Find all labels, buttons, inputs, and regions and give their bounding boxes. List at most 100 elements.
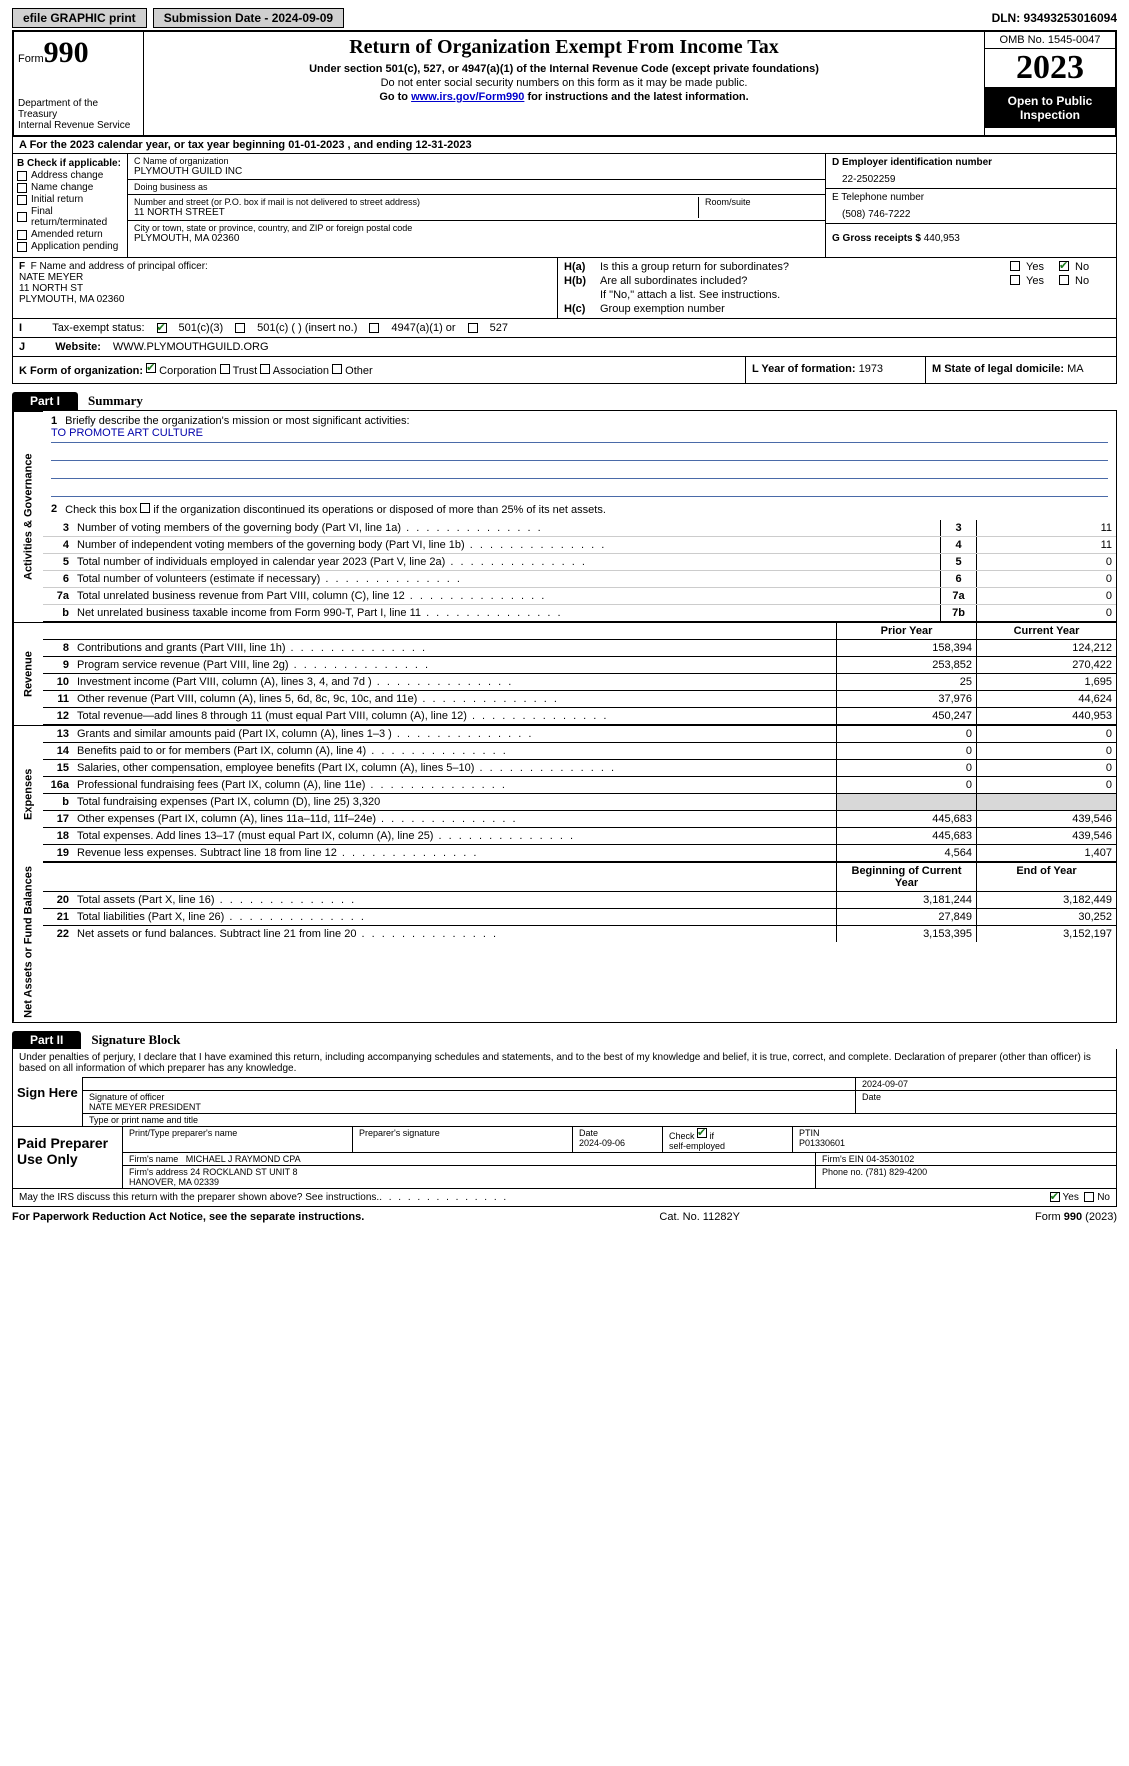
part2-title: Signature Block: [91, 1032, 180, 1048]
part1-header: Part I Summary: [12, 392, 1117, 410]
gov-row: 4Number of independent voting members of…: [43, 536, 1116, 553]
firm-addr-label: Firm's address: [129, 1167, 188, 1177]
data-row: 18Total expenses. Add lines 13–17 (must …: [43, 827, 1116, 844]
opt-name-change: Name change: [31, 182, 93, 193]
chk-4947[interactable]: [369, 323, 379, 333]
section-fh: F F Name and address of principal office…: [12, 258, 1117, 319]
row-i: I Tax-exempt status: 501(c)(3) 501(c) ( …: [12, 319, 1117, 338]
col-b-label: B Check if applicable:: [17, 158, 123, 169]
part2-header: Part II Signature Block: [12, 1031, 1117, 1049]
col-f: F F Name and address of principal office…: [13, 258, 558, 318]
ha-no: No: [1075, 261, 1089, 273]
ptin-label: PTIN: [799, 1128, 820, 1138]
gov-row: 6Total number of volunteers (estimate if…: [43, 570, 1116, 587]
gov-row: 5Total number of individuals employed in…: [43, 553, 1116, 570]
hb-no-box[interactable]: [1059, 275, 1069, 285]
irs-link[interactable]: www.irs.gov/Form990: [411, 91, 524, 103]
sec-netassets: Beginning of Current Year End of Year 20…: [43, 862, 1116, 1022]
vlabel-revenue: Revenue: [13, 622, 43, 725]
form-title: Return of Organization Exempt From Incom…: [150, 36, 978, 59]
hb-yes-box[interactable]: [1010, 275, 1020, 285]
chk-address-change[interactable]: [17, 171, 27, 181]
summary-table: Activities & Governance 1Briefly describ…: [12, 410, 1117, 1023]
tax-year: 2023: [985, 49, 1115, 88]
ha-no-box[interactable]: [1059, 261, 1069, 271]
chk-trust[interactable]: [220, 364, 230, 374]
gov-row: bNet unrelated business taxable income f…: [43, 604, 1116, 621]
gross-value: 440,953: [924, 233, 960, 244]
header-right: OMB No. 1545-0047 2023 Open to Public In…: [985, 32, 1115, 135]
data-row: 21Total liabilities (Part X, line 26)27,…: [43, 908, 1116, 925]
page-footer: For Paperwork Reduction Act Notice, see …: [12, 1211, 1117, 1223]
sign-here-grid: Sign Here 2024-09-07 Signature of office…: [13, 1077, 1116, 1126]
addr-label: Number and street (or P.O. box if mail i…: [134, 197, 698, 207]
chk-501c3[interactable]: [157, 323, 167, 333]
gov-row: 3Number of voting members of the governi…: [43, 520, 1116, 536]
domicile: MA: [1067, 363, 1084, 375]
ha-yes-box[interactable]: [1010, 261, 1020, 271]
opt-501c3: 501(c)(3): [179, 322, 224, 334]
footer-mid: Cat. No. 11282Y: [659, 1211, 740, 1223]
prep-date-label: Date: [579, 1128, 598, 1138]
chk-name-change[interactable]: [17, 183, 27, 193]
ptin-value: P01330601: [799, 1138, 845, 1148]
firm-name: MICHAEL J RAYMOND CPA: [186, 1154, 301, 1164]
form-number: 990: [44, 36, 89, 69]
chk-assoc[interactable]: [260, 364, 270, 374]
row-j: J Website: WWW.PLYMOUTHGUILD.ORG: [12, 338, 1117, 357]
chk-amended[interactable]: [17, 230, 27, 240]
begin-year-hdr: Beginning of Current Year: [836, 863, 976, 891]
net-header: Beginning of Current Year End of Year: [43, 862, 1116, 891]
top-bar: efile GRAPHIC print Submission Date - 20…: [12, 8, 1117, 28]
dept-label: Department of the Treasury Internal Reve…: [18, 98, 139, 131]
footer-right: Form 990 (2023): [1035, 1211, 1117, 1223]
part2-tab: Part II: [12, 1031, 81, 1049]
chk-corp[interactable]: [146, 363, 156, 373]
chk-discontinued[interactable]: [140, 503, 150, 513]
discuss-no-box[interactable]: [1084, 1192, 1094, 1202]
gov-row: 7aTotal unrelated business revenue from …: [43, 587, 1116, 604]
mission-label: Briefly describe the organization's miss…: [65, 415, 409, 427]
chk-self-employed[interactable]: [697, 1128, 707, 1138]
chk-app-pending[interactable]: [17, 242, 27, 252]
year-formation-label: L Year of formation:: [752, 363, 856, 375]
form-label: Form: [18, 53, 44, 65]
sig-type-label: Type or print name and title: [83, 1114, 1116, 1126]
chk-final-return[interactable]: [17, 212, 27, 222]
chk-501c[interactable]: [235, 323, 245, 333]
data-row: 11Other revenue (Part VIII, column (A), …: [43, 690, 1116, 707]
data-row: 12Total revenue—add lines 8 through 11 (…: [43, 707, 1116, 724]
phone-label: Phone no.: [822, 1167, 863, 1177]
officer-label: F Name and address of principal officer:: [31, 261, 208, 272]
hb-yes: Yes: [1026, 275, 1044, 287]
current-year-hdr: Current Year: [976, 623, 1116, 639]
dots-leader: [379, 1192, 508, 1203]
opt-address-change: Address change: [31, 170, 103, 181]
sec-governance: 1Briefly describe the organization's mis…: [43, 411, 1116, 622]
line2-text: Check this box Check this box if the org…: [65, 503, 606, 516]
domicile-label: M State of legal domicile:: [932, 363, 1064, 375]
firm-name-label: Firm's name: [129, 1154, 178, 1164]
data-row: 20Total assets (Part X, line 16)3,181,24…: [43, 891, 1116, 908]
chk-initial-return[interactable]: [17, 195, 27, 205]
sign-here-label: Sign Here: [13, 1077, 83, 1126]
dba-label: Doing business as: [134, 182, 819, 192]
ein-value: 22-2502259: [842, 174, 1110, 185]
chk-other[interactable]: [332, 364, 342, 374]
open-to-public: Open to Public Inspection: [985, 88, 1115, 128]
chk-527[interactable]: [468, 323, 478, 333]
col-h: H(a) Is this a group return for subordin…: [558, 258, 1116, 318]
tel-value: (508) 746-7222: [842, 209, 1110, 220]
signature-block: Under penalties of perjury, I declare th…: [12, 1049, 1117, 1207]
data-row: 16aProfessional fundraising fees (Part I…: [43, 776, 1116, 793]
part1-tab: Part I: [12, 392, 78, 410]
opt-corp: Corporation: [159, 365, 216, 377]
discuss-yes-box[interactable]: [1050, 1192, 1060, 1202]
data-row: 10Investment income (Part VIII, column (…: [43, 673, 1116, 690]
preparer-grid: Paid Preparer Use Only Print/Type prepar…: [13, 1126, 1116, 1188]
form-org-label: K Form of organization:: [19, 365, 143, 377]
tel-label: E Telephone number: [832, 192, 1110, 203]
discuss-label: May the IRS discuss this return with the…: [19, 1192, 379, 1203]
section-bcd: B Check if applicable: Address change Na…: [12, 154, 1117, 258]
sig-officer-label: Signature of officer: [89, 1092, 164, 1102]
